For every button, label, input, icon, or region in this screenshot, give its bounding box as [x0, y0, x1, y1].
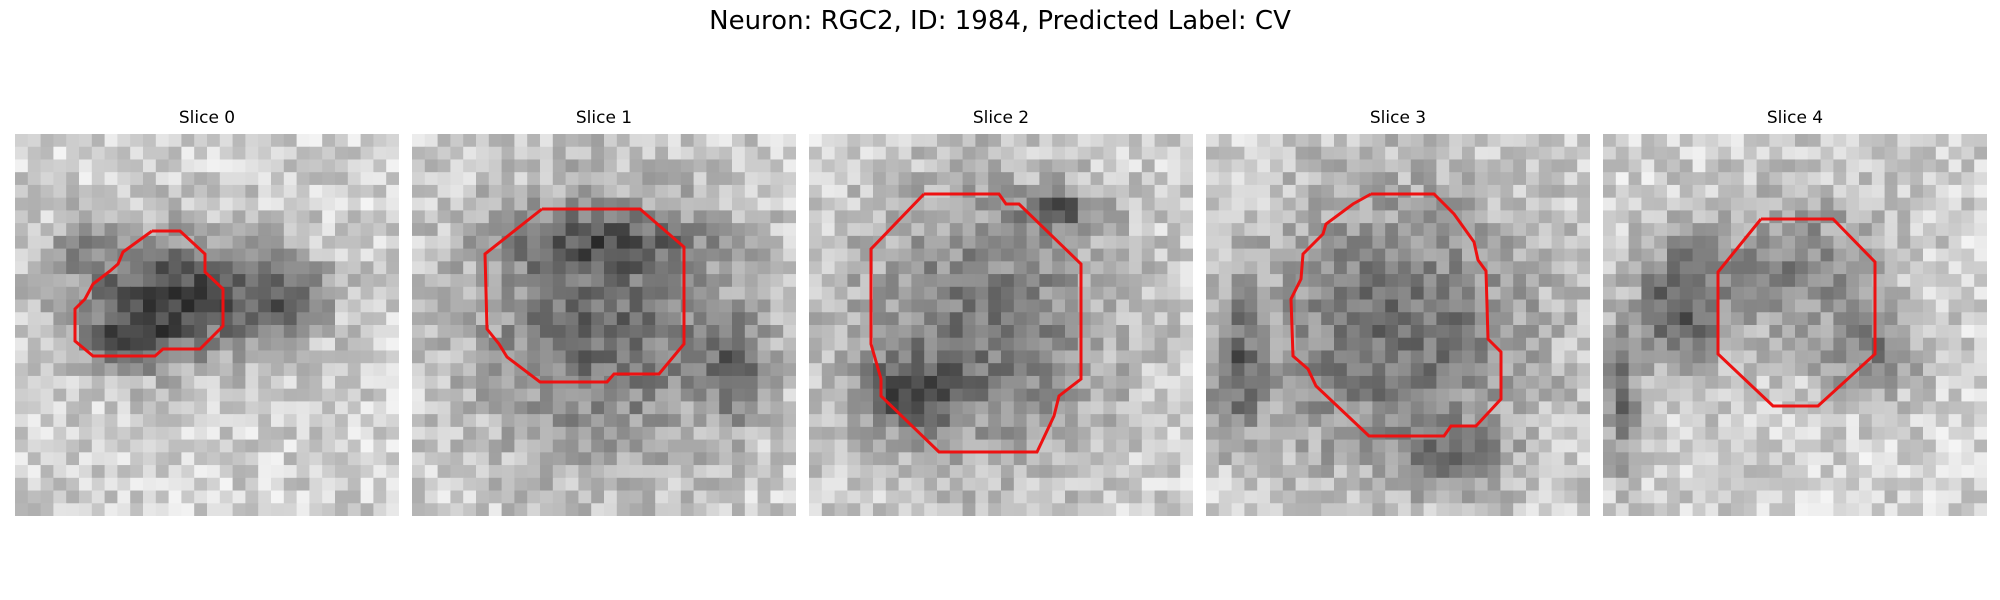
- slice-1-panel: Slice 1: [412, 108, 796, 516]
- slice-2-title: Slice 2: [972, 108, 1030, 128]
- slice-1-title: Slice 1: [575, 108, 633, 128]
- slice-1-contour: [483, 207, 686, 384]
- slice-3-image: [1206, 134, 1590, 516]
- slice-3-panel: Slice 3: [1206, 108, 1590, 516]
- slice-2-grayscale-pixels: [809, 134, 1193, 516]
- slice-4-grayscale-pixels: [1603, 134, 1987, 516]
- slice-0-title: Slice 0: [178, 108, 236, 128]
- slice-3-contour: [1289, 192, 1503, 438]
- slice-4-contour: [1716, 217, 1877, 408]
- slice-3-title: Slice 3: [1369, 108, 1427, 128]
- slice-3-grayscale-pixels: [1206, 134, 1590, 516]
- slice-0-grayscale-pixels: [15, 134, 399, 516]
- slice-2-panel: Slice 2: [809, 108, 1193, 516]
- slice-0-panel: Slice 0: [15, 108, 399, 516]
- slice-1-grayscale-pixels: [412, 134, 796, 516]
- slice-2-image: [809, 134, 1193, 516]
- slice-4-image: [1603, 134, 1987, 516]
- slice-4-title: Slice 4: [1766, 108, 1824, 128]
- slice-2-contour: [869, 192, 1083, 454]
- slice-0-image: [15, 134, 399, 516]
- slice-1-image: [412, 134, 796, 516]
- figure-title: Neuron: RGC2, ID: 1984, Predicted Label:…: [709, 6, 1291, 36]
- slice-0-contour: [73, 229, 225, 358]
- slice-4-panel: Slice 4: [1603, 108, 1987, 516]
